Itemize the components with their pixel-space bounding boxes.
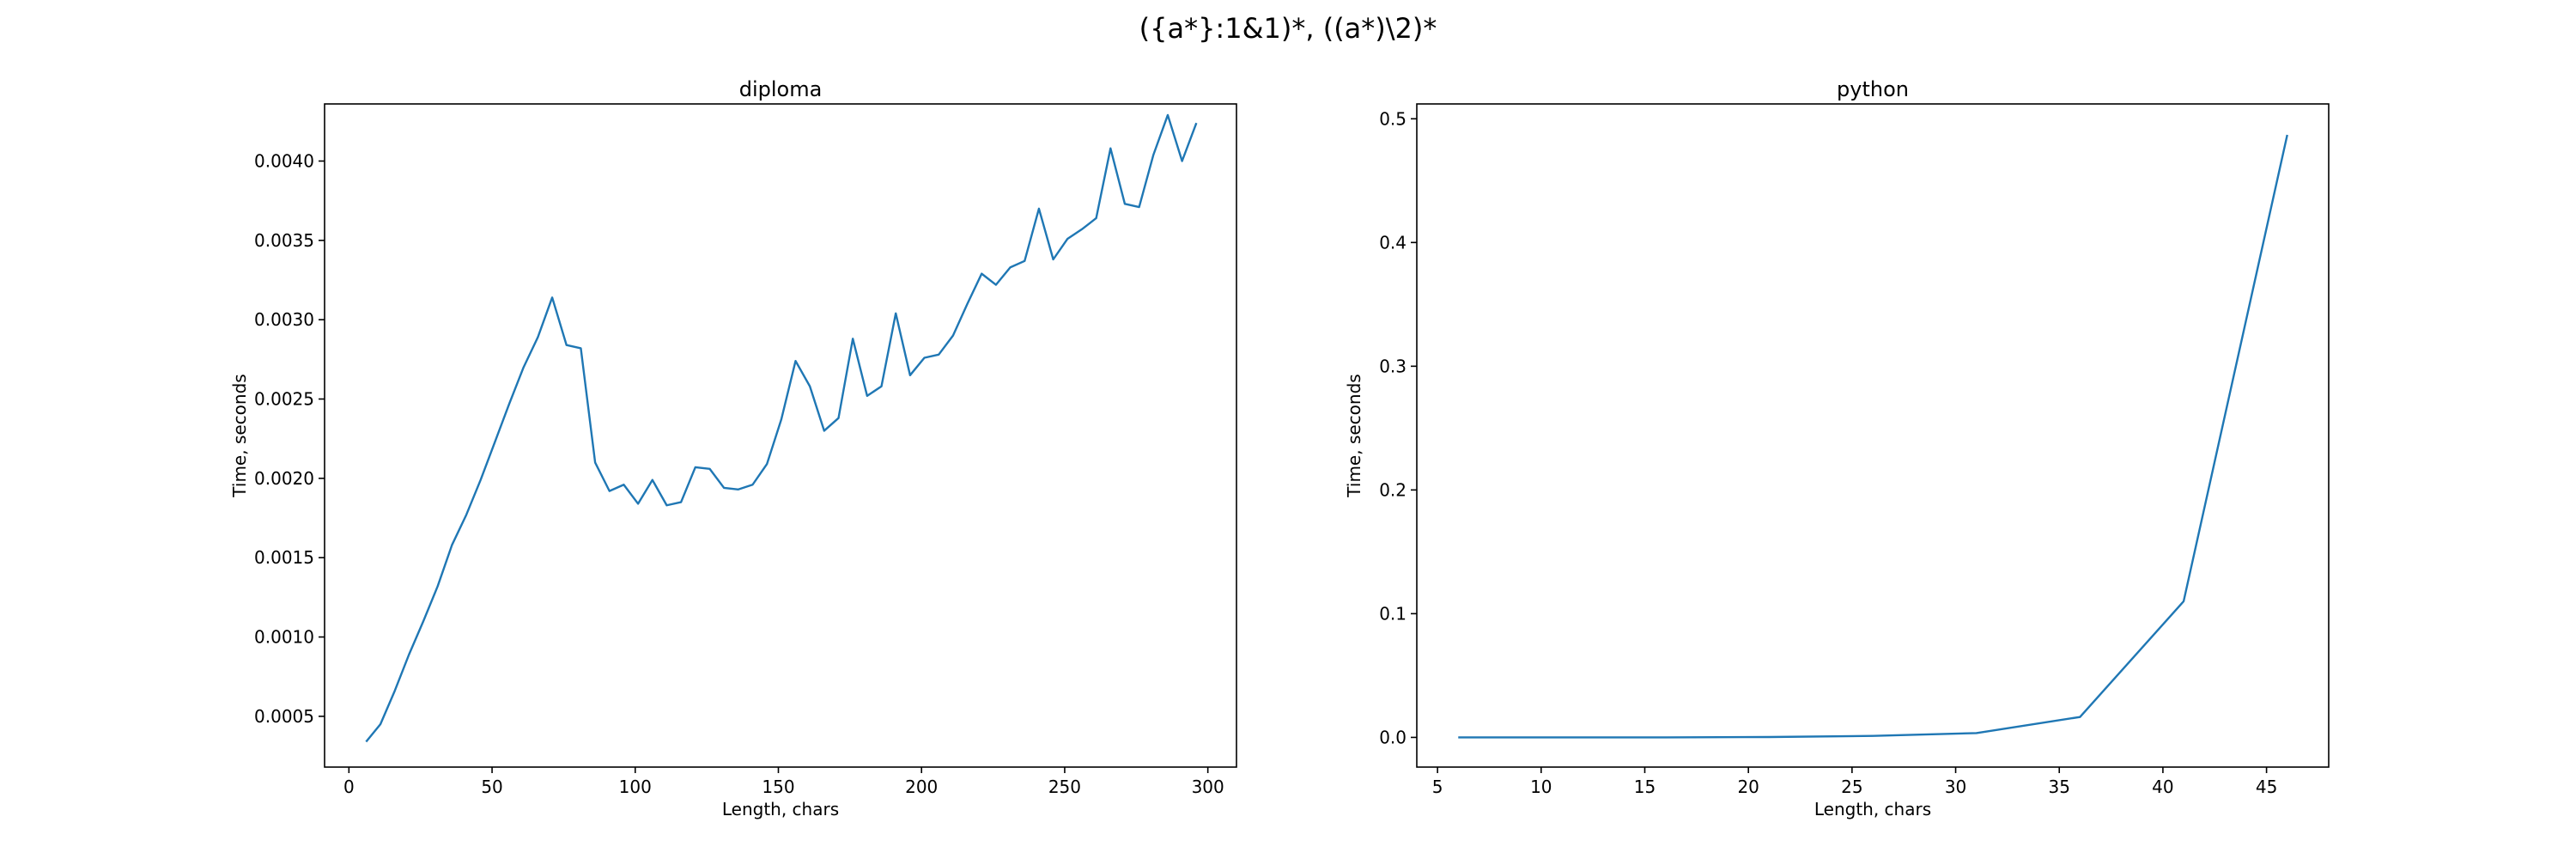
plot-python-x-tick-label: 45 bbox=[2256, 777, 2277, 797]
plot-python-x-tick-label: 40 bbox=[2152, 777, 2173, 797]
plot-python-y-tick-label: 0.4 bbox=[1379, 232, 1406, 253]
plot-diploma-axes-frame bbox=[324, 103, 1237, 768]
plot-python-x-tick-label: 25 bbox=[1841, 777, 1862, 797]
plot-python-axes-frame bbox=[1416, 103, 2330, 768]
plot-diploma-y-axis-label: Time, seconds bbox=[229, 374, 250, 497]
plot-diploma-x-tick-label: 300 bbox=[1192, 777, 1224, 797]
plot-python-x-tick-label: 35 bbox=[2049, 777, 2070, 797]
plot-python-y-tick-label: 0.2 bbox=[1379, 479, 1406, 500]
plot-python-x-tick-label: 20 bbox=[1737, 777, 1759, 797]
plot-python-x-tick-label: 30 bbox=[1945, 777, 1966, 797]
plot-diploma-title: diploma bbox=[739, 77, 823, 101]
plot-diploma-y-tick-label: 0.0035 bbox=[254, 230, 314, 251]
plot-python-y-tick-label: 0.5 bbox=[1379, 108, 1406, 129]
plot-diploma-x-tick-label: 250 bbox=[1048, 777, 1081, 797]
plot-python-group: 5 10 15 20 25 30 35 40 45 0.0 0.1 0.2 0.3 0.4 0.5 pytho… bbox=[1344, 77, 2330, 819]
plot-python-series-line bbox=[1458, 134, 2288, 739]
plot-diploma-y-tick-label: 0.0015 bbox=[254, 547, 314, 568]
plot-diploma-y-tick-label: 0.0010 bbox=[254, 627, 314, 648]
plot-diploma-y-tick-label: 0.0020 bbox=[254, 468, 314, 489]
plot-diploma-y-tick-label: 0.0005 bbox=[254, 706, 314, 727]
plot-python-y-tick-label: 0.0 bbox=[1379, 727, 1406, 747]
plot-python-y-axis-label: Time, seconds bbox=[1344, 374, 1364, 497]
plot-python-y-tick-label: 0.3 bbox=[1379, 356, 1406, 376]
plot-diploma-series-line bbox=[365, 113, 1198, 743]
plot-diploma-x-tick-label: 200 bbox=[905, 777, 938, 797]
plot-python-x-tick-label: 15 bbox=[1634, 777, 1656, 797]
plot-python-x-axis-label: Length, chars bbox=[1814, 799, 1931, 819]
plot-python-x-tick-label: 10 bbox=[1530, 777, 1552, 797]
plot-python-y-tick-label: 0.1 bbox=[1379, 603, 1406, 624]
plot-diploma-x-tick-label: 150 bbox=[762, 777, 794, 797]
figure-title: ({a*}:1&1)*, ((a*)\2)* bbox=[1139, 12, 1437, 45]
plot-diploma-y-tick-label: 0.0025 bbox=[254, 389, 314, 410]
plot-diploma-y-tick-label: 0.0040 bbox=[254, 150, 314, 171]
plot-diploma-x-axis-label: Length, chars bbox=[722, 799, 839, 819]
plot-diploma-x-tick-label: 50 bbox=[481, 777, 502, 797]
plot-python-x-tick-label: 5 bbox=[1432, 777, 1443, 797]
plot-diploma-x-tick-label: 100 bbox=[619, 777, 652, 797]
plot-diploma-y-tick-label: 0.0030 bbox=[254, 309, 314, 330]
plot-python-title: python bbox=[1837, 77, 1909, 101]
plot-diploma-group: 0 50 100 150 200 250 300 0.0005 0.0010 0.0015 0.00… bbox=[229, 77, 1237, 819]
plot-diploma-x-tick-label: 0 bbox=[343, 777, 355, 797]
